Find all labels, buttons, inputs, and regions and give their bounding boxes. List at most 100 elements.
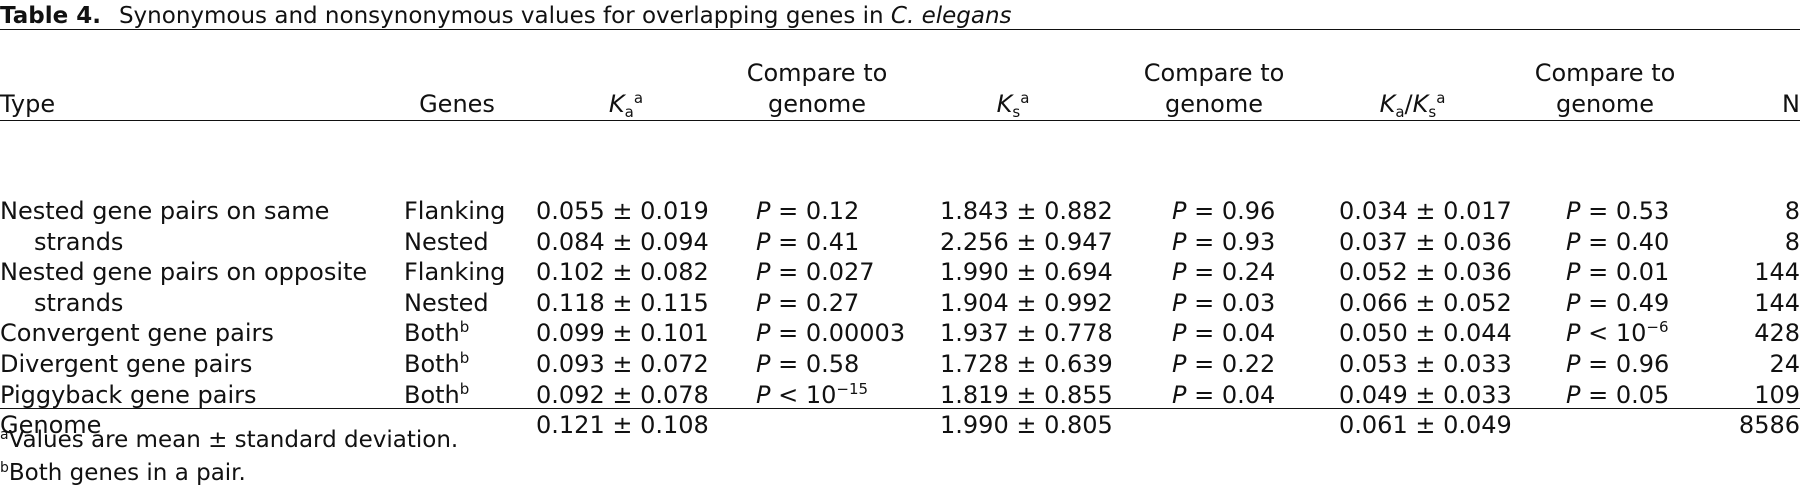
cell-ka: 0.099 ± 0.101: [536, 319, 709, 348]
cell-ka: 0.093 ± 0.072: [536, 349, 709, 378]
top-rule: [0, 29, 1800, 30]
header-compare-ks: Compare to genome: [1143, 59, 1285, 118]
cell-genes: Bothb: [404, 379, 470, 409]
footnote-b: bBoth genes in a pair.: [0, 460, 246, 486]
cell-p-ks: P = 0.22: [1172, 349, 1276, 378]
header-ka: Kaa: [608, 89, 644, 121]
cell-p-kaks: P = 0.01: [1566, 258, 1670, 287]
cell-type: strands: [34, 227, 124, 256]
cell-ka: 0.055 ± 0.019: [536, 197, 709, 225]
cell-kaks: 0.037 ± 0.036: [1339, 227, 1512, 256]
cell-ks: 1.937 ± 0.778: [940, 319, 1113, 348]
cell-ks: 1.728 ± 0.639: [940, 349, 1113, 378]
cell-p-ks: [1128, 410, 1300, 441]
table-title-species: C. elegans: [890, 3, 1012, 29]
cell-p-kaks: P = 0.05: [1566, 380, 1670, 409]
header-genes: Genes: [419, 90, 495, 118]
cell-kaks: 0.053 ± 0.033: [1339, 349, 1512, 378]
table-row: Genome 0.121 ± 0.108 1.990 ± 0.805 0.061 ± …: [0, 410, 1800, 441]
cell-ks: 2.256 ± 0.947: [940, 227, 1113, 256]
cell-p-kaks: P = 0.53: [1566, 197, 1670, 225]
cell-ks: 1.904 ± 0.992: [940, 288, 1113, 317]
header-kaks: Ka/Ksa: [1379, 89, 1446, 121]
cell-p-kaks: [1525, 410, 1685, 441]
cell-p-kaks: P = 0.96: [1566, 349, 1670, 378]
cell-p-ka: P = 0.12: [756, 197, 860, 225]
cell-type: Piggyback gene pairs: [0, 380, 257, 409]
header-type: Type: [0, 90, 56, 118]
footnotes: aValues are mean ± standard deviation. b…: [0, 424, 458, 490]
data-table: Type Genes Kaa Compare to genome Ksa Comp…: [0, 44, 1800, 441]
cell-kaks: 0.034 ± 0.017: [1339, 197, 1512, 225]
table-row: Piggyback gene pairs Bothb 0.092 ± 0.078 P …: [0, 380, 1800, 411]
cell-kaks: 0.052 ± 0.036: [1339, 258, 1512, 287]
cell-p-ka: P < 10−15: [756, 379, 869, 409]
cell-type: Divergent gene pairs: [0, 349, 253, 378]
cell-type: strands: [34, 288, 124, 317]
cell-p-ka: P = 0.58: [756, 349, 860, 378]
header-rule: [0, 120, 1800, 121]
cell-ka: 0.102 ± 0.082: [536, 258, 709, 287]
cell-type: Nested gene pairs on opposite: [0, 258, 368, 287]
cell-kaks: 0.066 ± 0.052: [1339, 288, 1512, 317]
bottom-rule: [0, 408, 1800, 409]
cell-kaks: 0.050 ± 0.044: [1339, 319, 1512, 348]
cell-n: 8: [1784, 227, 1800, 256]
table-caption: Table 4. Synonymous and nonsynonymous val…: [0, 2, 1800, 30]
cell-n: 109: [1754, 380, 1800, 409]
cell-p-ka: P = 0.027: [756, 258, 875, 287]
cell-type: Nested gene pairs on same: [0, 197, 330, 225]
cell-genes: Bothb: [404, 318, 470, 348]
cell-genes: Flanking: [404, 197, 506, 225]
cell-kaks: 0.061 ± 0.049: [1339, 411, 1512, 440]
cell-p-ka: P = 0.41: [756, 227, 860, 256]
cell-n: 8: [1784, 197, 1800, 225]
cell-ks: 1.843 ± 0.882: [940, 197, 1113, 225]
cell-ka: 0.084 ± 0.094: [536, 227, 709, 256]
cell-genes: Bothb: [404, 348, 470, 378]
cell-kaks: 0.049 ± 0.033: [1339, 380, 1512, 409]
cell-genes: Flanking: [404, 258, 506, 287]
cell-p-ks: P = 0.96: [1172, 197, 1276, 225]
cell-type: Genome: [0, 411, 102, 440]
cell-p-ks: P = 0.93: [1172, 227, 1276, 256]
cell-p-ks: P = 0.04: [1172, 380, 1276, 409]
cell-p-kaks: P < 10−6: [1566, 318, 1669, 348]
cell-ka: 0.121 ± 0.108: [536, 411, 709, 440]
cell-n: 8586: [1738, 411, 1800, 440]
cell-p-ka: P = 0.27: [756, 288, 860, 317]
cell-ka: 0.092 ± 0.078: [536, 380, 709, 409]
cell-genes: Nested: [404, 288, 489, 317]
cell-ka: 0.118 ± 0.115: [536, 288, 709, 317]
table-row: Convergent gene pairs Bothb 0.099 ± 0.101 P…: [0, 318, 1800, 349]
header-ks: Ksa: [996, 89, 1030, 121]
cell-n: 144: [1754, 288, 1800, 317]
table-number: Table 4.: [0, 3, 101, 29]
cell-p-ks: P = 0.03: [1172, 288, 1276, 317]
table-row: Nested gene pairs on opposite Flanking 0.1…: [0, 257, 1800, 288]
table-row: strands Nested 0.118 ± 0.115 P = 0.27 1.904 …: [0, 288, 1800, 319]
header-compare-ka: Compare to genome: [746, 59, 888, 118]
cell-genes: Nested: [404, 227, 489, 256]
header-n: N: [1782, 90, 1800, 118]
cell-n: 144: [1754, 258, 1800, 287]
table-row: Divergent gene pairs Bothb 0.093 ± 0.072 P …: [0, 349, 1800, 380]
cell-p-kaks: P = 0.49: [1566, 288, 1670, 317]
cell-p-ka: P = 0.00003: [756, 319, 906, 348]
cell-ks: 1.819 ± 0.855: [940, 380, 1113, 409]
cell-ks: 1.990 ± 0.694: [940, 258, 1113, 287]
header-row: Type Genes Kaa Compare to genome Ksa Comp…: [0, 44, 1800, 120]
table-row: Nested gene pairs on same Flanking 0.055 ±…: [0, 196, 1800, 227]
cell-n: 24: [1769, 349, 1800, 378]
header-compare-kaks: Compare to genome: [1534, 59, 1676, 118]
cell-p-ks: P = 0.04: [1172, 319, 1276, 348]
cell-n: 428: [1754, 319, 1800, 348]
table-title: Synonymous and nonsynonymous values for …: [118, 3, 884, 29]
cell-type: Convergent gene pairs: [0, 319, 274, 348]
cell-p-ks: P = 0.24: [1172, 258, 1276, 287]
footnote-a: aValues are mean ± standard deviation.: [0, 427, 459, 453]
cell-p-ka: [736, 410, 898, 441]
cell-ks: 1.990 ± 0.805: [940, 411, 1113, 440]
cell-p-kaks: P = 0.40: [1566, 227, 1670, 256]
